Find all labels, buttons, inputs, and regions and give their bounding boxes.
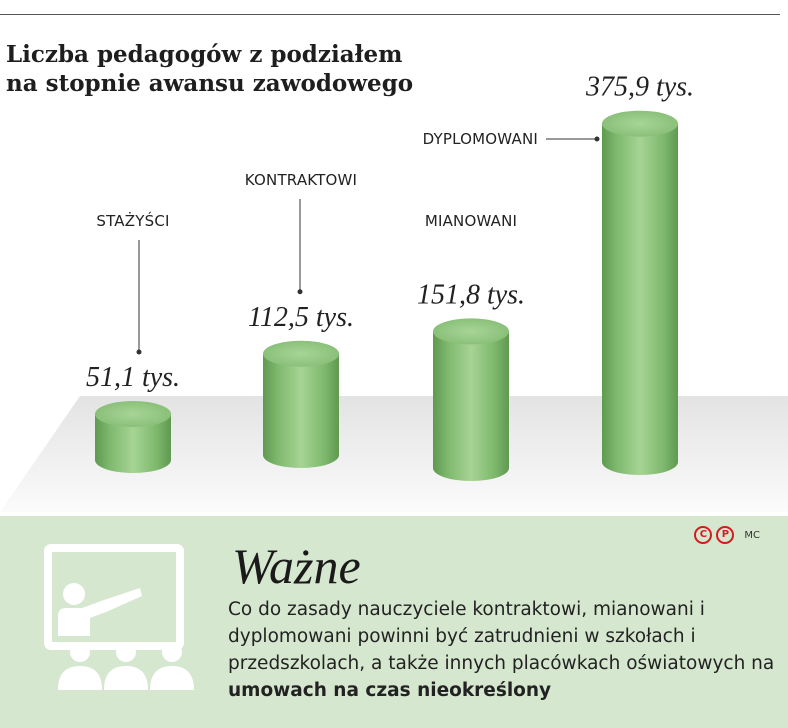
info-text: Co do zasady nauczyciele kontraktowi, mi… (228, 596, 788, 704)
bar-body (602, 123, 678, 475)
chart-title: Liczba pedagogów z podziałem na stopnie … (6, 40, 413, 98)
info-text-regular: Co do zasady nauczyciele kontraktowi, mi… (228, 599, 775, 674)
value-label: 51,1 tys. (86, 362, 180, 393)
value-label: 151,8 tys. (417, 279, 525, 310)
info-heading: Ważne (232, 538, 361, 594)
chart-title-line-2: na stopnie awansu zawodowego (6, 70, 414, 97)
leader-dot (136, 349, 142, 355)
bar-dyplomowani: 375,9 tys. DYPLOMOWANI (423, 72, 694, 475)
chart-title-line-1: Liczba pedagogów z podziałem (6, 41, 403, 68)
bar-mianowani: 151,8 tys. MIANOWANI (417, 212, 525, 481)
bar-top (263, 340, 339, 367)
chart-floor (0, 396, 788, 512)
category-label: KONTRAKTOWI (245, 171, 357, 189)
info-panel: C P MC Ważne Co do zasady nauczyciele ko… (0, 516, 788, 728)
leader-dot (297, 289, 303, 295)
author-initials: MC (744, 529, 760, 541)
top-rule (0, 14, 780, 15)
info-text-bold: umowach na czas nieokreślony (228, 680, 552, 701)
bar-body (263, 353, 339, 468)
bar-top (95, 401, 171, 428)
bar-kontraktowi: 112,5 tys. KONTRAKTOWI (245, 171, 357, 468)
value-label: 112,5 tys. (248, 302, 354, 333)
copyright-badge: C P MC (694, 526, 760, 544)
bar-body (433, 331, 509, 481)
bar-top (602, 110, 678, 137)
leader-dot (594, 136, 600, 142)
value-label: 375,9 tys. (585, 72, 694, 103)
category-label: MIANOWANI (425, 212, 517, 230)
bar-top (433, 318, 509, 345)
bar-stażyści: 51,1 tys. STAŻYŚCI (86, 211, 180, 473)
bar-body (95, 414, 171, 473)
copyright-c-icon: C (694, 526, 713, 544)
category-label: STAŻYŚCI (96, 211, 169, 230)
bar-chart: 51,1 tys. STAŻYŚCI 112,5 tys. KONTRAKTOWI 15… (0, 72, 788, 512)
teacher-classroom-icon (44, 544, 194, 690)
bars-layer: 51,1 tys. STAŻYŚCI 112,5 tys. KONTRAKTOWI 15… (86, 72, 694, 481)
category-label: DYPLOMOWANI (423, 130, 538, 148)
copyright-p-icon: P (716, 526, 735, 544)
